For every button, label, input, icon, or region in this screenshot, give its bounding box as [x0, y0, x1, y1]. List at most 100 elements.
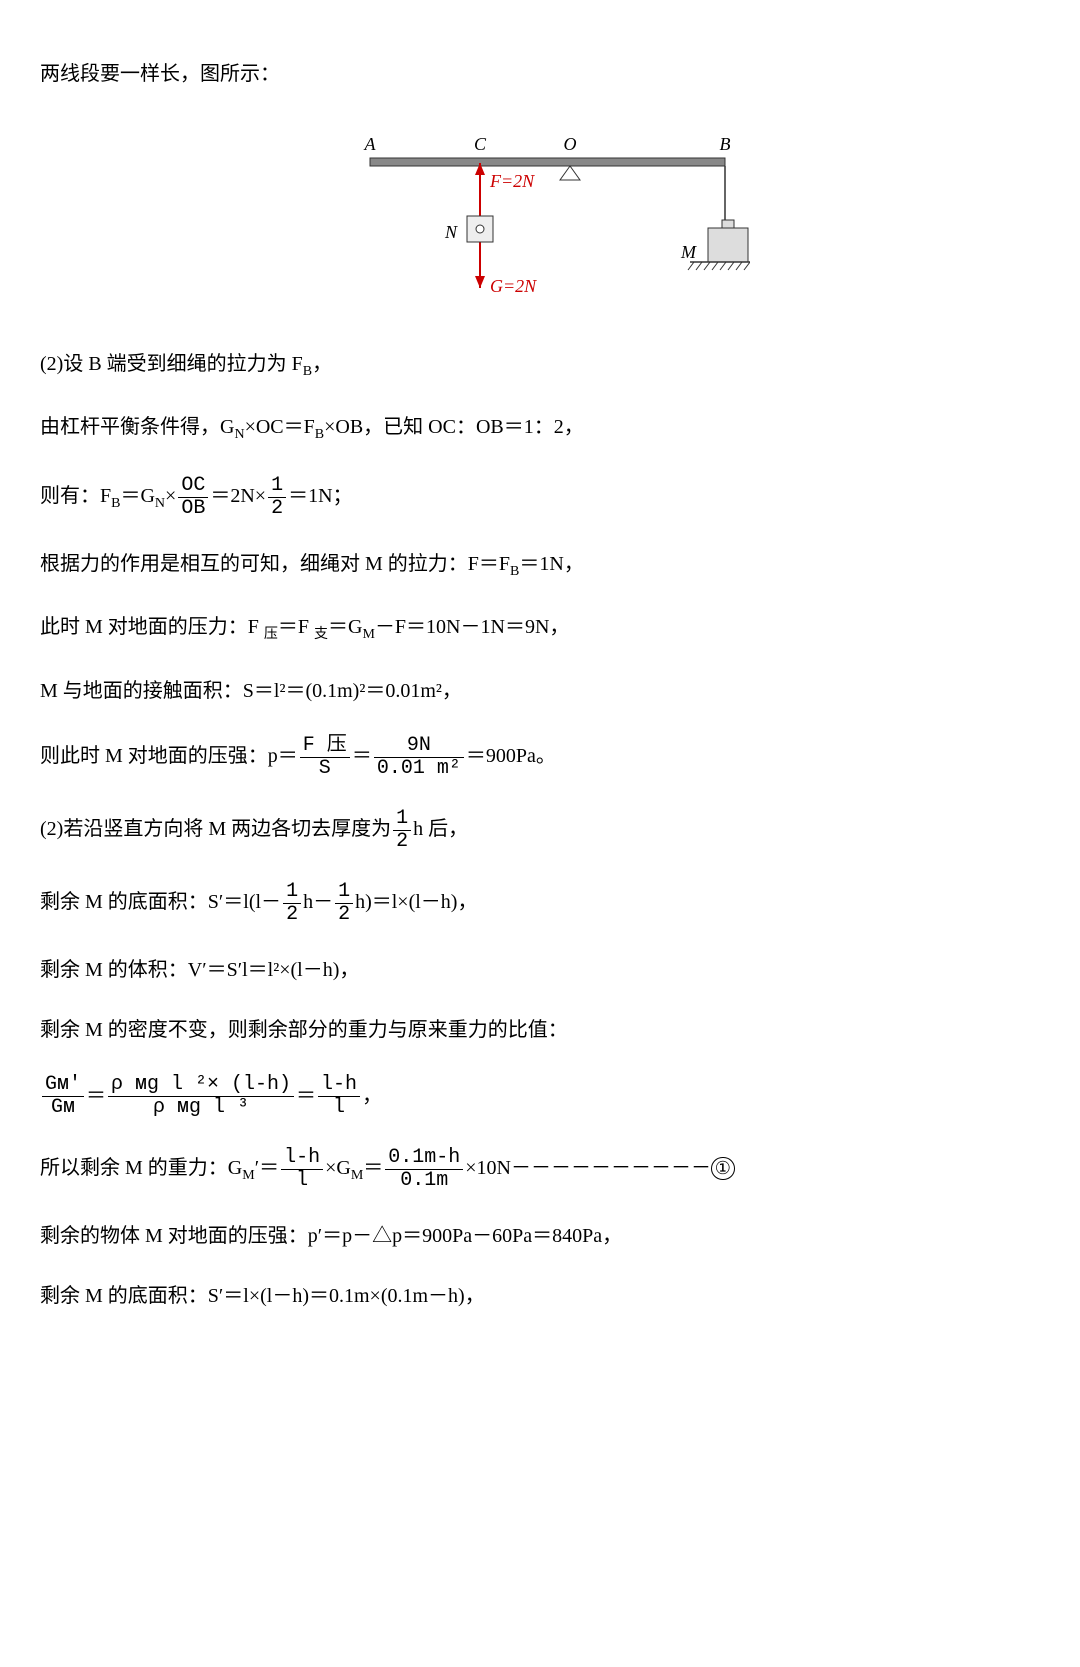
den: 2 [335, 904, 353, 926]
num: OC [178, 475, 208, 498]
para-8: 则此时 M 对地面的压强：p＝F 压S＝9N0.01 m²＝900Pa。 [40, 735, 1040, 780]
num: l-h [281, 1147, 323, 1170]
fraction: 12 [268, 475, 286, 520]
text: ×OB，已知 OC：OB＝1：2， [324, 416, 584, 438]
den: Gᴍ [42, 1097, 84, 1119]
sub: 压 [264, 627, 278, 642]
para-13: Gᴍ′Gᴍ＝ρ ᴍg l ²× (l-h)ρ ᴍg l ³＝l-hl， [40, 1074, 1040, 1119]
text: ， [362, 1085, 382, 1108]
num: ρ ᴍg l ²× (l-h) [108, 1074, 294, 1097]
fraction: l-hl [281, 1147, 323, 1192]
num: 1 [283, 881, 301, 904]
svg-text:G=2N: G=2N [490, 276, 537, 296]
text: h 后， [413, 818, 468, 840]
den: 2 [283, 904, 301, 926]
circled-1: ① [711, 1157, 735, 1181]
sub: M [351, 1168, 363, 1183]
para-5: 根据力的作用是相互的可知，细绳对 M 的拉力：F＝FB＝1N， [40, 548, 1040, 583]
den: OB [178, 498, 208, 520]
para-10: 剩余 M 的底面积：S′＝l(l－12h－12h)＝l×(l－h)， [40, 881, 1040, 926]
para-4: 则有：FB＝GN×OCOB＝2N×12＝1N； [40, 475, 1040, 520]
num: Gᴍ′ [42, 1074, 84, 1097]
num: 1 [393, 808, 411, 831]
sub: 支 [314, 627, 328, 642]
sub: B [510, 564, 519, 579]
sub: M [242, 1168, 254, 1183]
svg-text:B: B [720, 134, 731, 154]
svg-text:A: A [364, 134, 377, 154]
text: ′＝ [255, 1157, 279, 1179]
den: l [281, 1170, 323, 1192]
num: 1 [268, 475, 286, 498]
text: h)＝l×(l－h)， [355, 891, 477, 913]
text: ＝ [296, 1085, 316, 1108]
lever-diagram: A C O B M N F=2N G=2N [40, 118, 1040, 318]
den: l [318, 1097, 360, 1119]
para-3: 由杠杆平衡条件得，GN×OC＝FB×OB，已知 OC：OB＝1：2， [40, 411, 1040, 446]
den: 0.01 m² [374, 758, 464, 780]
para-7: M 与地面的接触面积：S＝l²＝(0.1m)²＝0.01m²， [40, 675, 1040, 707]
text: －F＝10N－1N＝9N， [375, 616, 569, 638]
fraction: l-hl [318, 1074, 360, 1119]
svg-text:C: C [474, 134, 487, 154]
text: (2)设 B 端受到细绳的拉力为 F [40, 353, 303, 375]
sub: B [303, 364, 312, 379]
para-12: 剩余 M 的密度不变，则剩余部分的重力与原来重力的比值： [40, 1014, 1040, 1046]
den: 2 [393, 831, 411, 853]
sub: M [362, 627, 374, 642]
para-9: (2)若沿竖直方向将 M 两边各切去厚度为12h 后， [40, 808, 1040, 853]
num: F 压 [300, 735, 350, 758]
num: 1 [335, 881, 353, 904]
num: 0.1m-h [385, 1147, 463, 1170]
text: h－ [303, 891, 333, 913]
svg-text:N: N [444, 222, 458, 242]
text: 则有：F [40, 485, 111, 507]
text: ＝ [86, 1085, 106, 1108]
svg-text:F=2N: F=2N [489, 171, 535, 191]
fraction: 12 [283, 881, 301, 926]
text: 剩余 M 的底面积：S′＝l(l－ [40, 891, 281, 913]
text: ×10N－－－－－－－－－－ [465, 1157, 711, 1179]
den: S [300, 758, 350, 780]
text: ×G [325, 1157, 351, 1179]
para-1: 两线段要一样长，图所示： [40, 58, 1040, 90]
diagram-svg: A C O B M N F=2N G=2N [330, 118, 750, 308]
sub: B [315, 427, 324, 442]
fraction: Gᴍ′Gᴍ [42, 1074, 84, 1119]
text: 由杠杆平衡条件得，G [40, 416, 234, 438]
text: ， [312, 353, 332, 375]
text: ×OC＝F [245, 416, 315, 438]
text: 根据力的作用是相互的可知，细绳对 M 的拉力：F＝F [40, 553, 510, 575]
fraction: 12 [335, 881, 353, 926]
text: ＝G [120, 485, 154, 507]
text: ＝ [363, 1157, 383, 1179]
fraction: ρ ᴍg l ²× (l-h)ρ ᴍg l ³ [108, 1074, 294, 1119]
den: 2 [268, 498, 286, 520]
fraction: 12 [393, 808, 411, 853]
svg-text:O: O [564, 134, 577, 154]
text: ＝1N， [519, 553, 583, 575]
para-15: 剩余的物体 M 对地面的压强：p′＝p－△p＝900Pa－60Pa＝840Pa， [40, 1220, 1040, 1252]
svg-text:M: M [680, 242, 697, 262]
fraction: OCOB [178, 475, 208, 520]
fraction: 0.1m-h0.1m [385, 1147, 463, 1192]
num: 9N [374, 735, 464, 758]
den: 0.1m [385, 1170, 463, 1192]
den: ρ ᴍg l ³ [108, 1097, 294, 1119]
text: × [165, 485, 176, 507]
para-14: 所以剩余 M 的重力：GM′＝l-hl×GM＝0.1m-h0.1m×10N－－－… [40, 1147, 1040, 1192]
fraction: 9N0.01 m² [374, 735, 464, 780]
fraction: F 压S [300, 735, 350, 780]
text: ＝900Pa。 [466, 745, 556, 767]
text: 此时 M 对地面的压力：F [40, 616, 264, 638]
sub: N [234, 427, 244, 442]
num: l-h [318, 1074, 360, 1097]
sub: N [155, 496, 165, 511]
para-11: 剩余 M 的体积：V′＝S′l＝l²×(l－h)， [40, 954, 1040, 986]
text: 则此时 M 对地面的压强：p＝ [40, 745, 298, 767]
para-2: (2)设 B 端受到细绳的拉力为 FB， [40, 348, 1040, 383]
text: ＝F [278, 616, 314, 638]
text: ＝G [328, 616, 362, 638]
text: (2)若沿竖直方向将 M 两边各切去厚度为 [40, 818, 391, 840]
text: ＝2N× [210, 485, 266, 507]
